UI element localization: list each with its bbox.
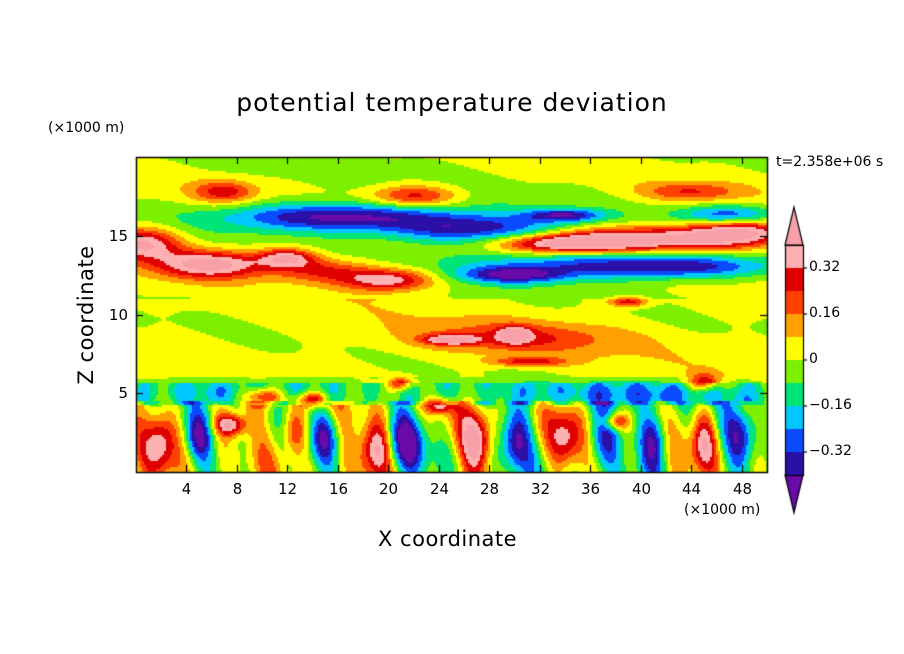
x-tick-label: 12 — [277, 480, 298, 498]
x-tick-label: 36 — [580, 480, 601, 498]
colorbar-tick-label: 0 — [809, 351, 818, 367]
x-tick-label: 20 — [378, 480, 399, 498]
y-tick-label: 10 — [108, 305, 128, 324]
y-axis-unit: (×1000 m) — [48, 120, 125, 136]
x-tick-label: 8 — [232, 480, 243, 498]
colorbar-tick-label: −0.32 — [809, 443, 852, 459]
x-tick-label: 4 — [181, 480, 192, 498]
x-tick-label: 48 — [732, 480, 753, 498]
x-tick-label: 44 — [681, 480, 702, 498]
x-axis-label: X coordinate — [378, 527, 518, 551]
colorbar-tick-label: 0.32 — [809, 259, 841, 275]
colorbar-tick-label: −0.16 — [809, 397, 852, 413]
colorbar-tick-label: 0.16 — [809, 305, 841, 321]
x-tick-label: 16 — [328, 480, 349, 498]
y-tick-label: 5 — [118, 383, 128, 402]
y-axis-label: Z coordinate — [74, 245, 98, 385]
x-axis-unit: (×1000 m) — [684, 502, 761, 518]
chart-title: potential temperature deviation — [236, 88, 668, 117]
x-tick-label: 32 — [530, 480, 551, 498]
x-tick-label: 24 — [429, 480, 450, 498]
y-tick-label: 15 — [108, 226, 128, 245]
x-tick-label: 28 — [479, 480, 500, 498]
time-label: t=2.358e+06 s — [776, 154, 884, 170]
x-tick-label: 40 — [631, 480, 652, 498]
